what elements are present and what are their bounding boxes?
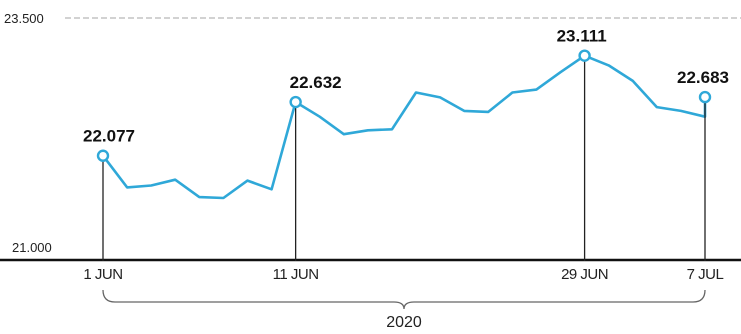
data-label-22.683: 22.683 (677, 68, 729, 87)
x-tick-label: 1 JUN (83, 266, 122, 283)
series-line (101, 54, 707, 200)
data-point-22.077 (96, 149, 110, 162)
period-label: 2020 (386, 314, 422, 331)
x-tick-label: 7 JUL (687, 266, 724, 283)
data-point-23.111 (578, 49, 591, 62)
x-tick-label: 11 JUN (273, 266, 319, 283)
data-label-22.077: 22.077 (83, 127, 135, 146)
data-label-23.111: 23.111 (557, 27, 607, 46)
y-tick-label-top: 23.500 (4, 11, 44, 26)
x-tick-label: 29 JUN (561, 266, 608, 283)
data-point-22.683 (698, 90, 712, 104)
period-bracket (102, 289, 706, 310)
data-point-22.632 (289, 95, 302, 109)
y-tick-label-bottom: 21.000 (12, 240, 52, 255)
data-label-22.632: 22.632 (290, 73, 342, 92)
